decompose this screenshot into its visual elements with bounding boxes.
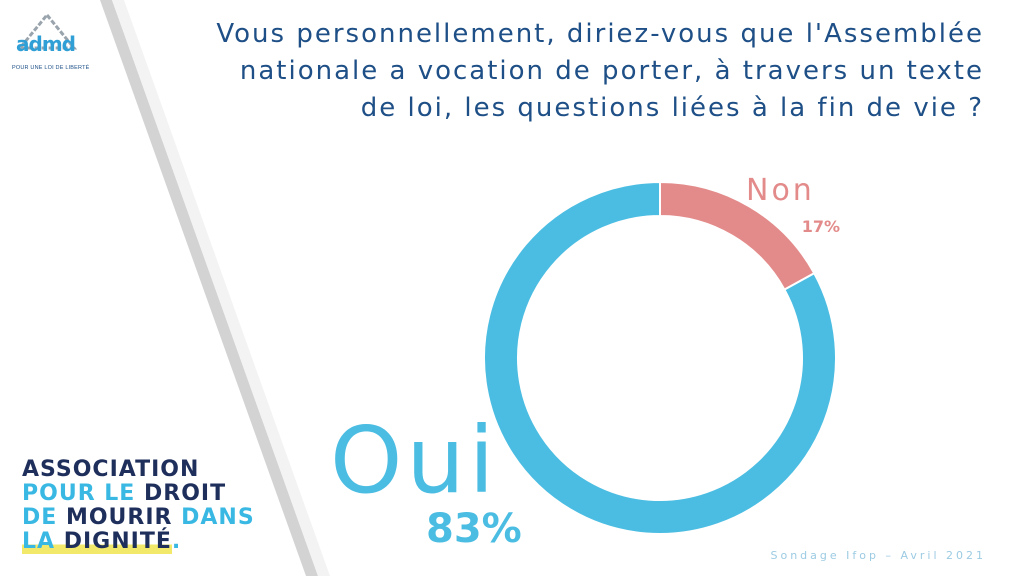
question-line-2: nationale a vocation de porter, à traver…	[239, 56, 984, 86]
chain-triangle-icon	[16, 12, 78, 50]
source-note: Sondage Ifop – Avril 2021	[770, 549, 986, 562]
assoc-word-mourir: MOURIR	[65, 505, 182, 530]
association-name: ASSOCIATION POUR LE DROIT DE MOURIR DANS…	[22, 458, 255, 554]
value-non: 17%	[802, 217, 840, 236]
label-non: Non	[746, 173, 815, 208]
value-oui: 83%	[426, 506, 522, 552]
assoc-word-la: LA	[22, 529, 64, 554]
assoc-word-dignite: DIGNITÉ	[63, 529, 172, 554]
assoc-line-2: POUR LE DROIT	[22, 482, 255, 506]
logo-tagline: POUR UNE LOI DE LIBERTÉ	[12, 65, 90, 71]
question-line-3: de loi, les questions liées à la fin de …	[360, 93, 984, 123]
admd-logo	[14, 12, 80, 82]
assoc-word-pour-le: POUR LE	[22, 481, 144, 506]
logo-text: admd	[16, 32, 76, 56]
assoc-line-4: LA DIGNITÉ.	[22, 529, 255, 554]
assoc-word-droit: DROIT	[144, 481, 227, 506]
label-oui: Oui	[330, 407, 498, 514]
assoc-line-3: DE MOURIR DANS	[22, 506, 255, 530]
assoc-dot: .	[171, 529, 182, 554]
assoc-word-de: DE	[22, 505, 66, 530]
assoc-word-dans: DANS	[181, 505, 255, 530]
donut-slice-oui	[483, 180, 837, 535]
assoc-line-1: ASSOCIATION	[22, 457, 200, 482]
diagonal-white-edge	[112, 0, 330, 576]
question-line-1: Vous personnellement, diriez-vous que l'…	[216, 19, 984, 49]
diagonal-grey-band	[100, 0, 318, 576]
question-title: Vous personnellement, diriez-vous que l'…	[124, 16, 984, 127]
